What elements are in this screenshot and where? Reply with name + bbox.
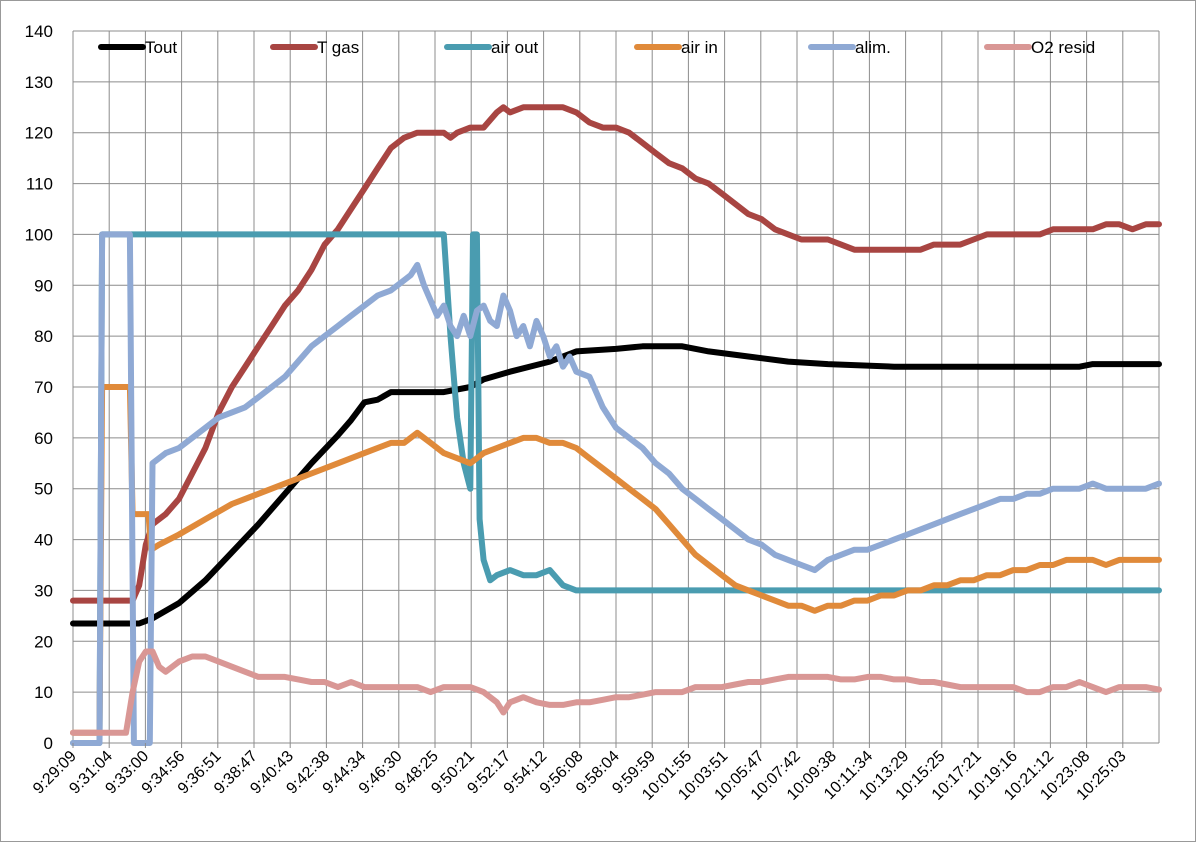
series-line-alim-: [70, 231, 1162, 746]
y-tick-label: 60: [34, 429, 53, 448]
y-tick-label: 140: [25, 22, 53, 41]
legend-label: T gas: [317, 38, 359, 57]
y-tick-label: 30: [34, 581, 53, 600]
legend: Tout T gas air out air in alim. O2 resid: [98, 38, 1095, 57]
series-line-air-out: [70, 231, 1162, 746]
y-tick-label: 70: [34, 378, 53, 397]
y-tick-label: 120: [25, 124, 53, 143]
y-tick-label: 100: [25, 225, 53, 244]
series-layer: [70, 104, 1162, 746]
y-tick-label: 90: [34, 276, 53, 295]
legend-label: Tout: [145, 38, 177, 57]
legend-label: alim.: [855, 38, 891, 57]
y-tick-label: 0: [44, 734, 53, 753]
y-tick-label: 80: [34, 327, 53, 346]
series-line-air-in: [70, 384, 1162, 736]
legend-label: air out: [491, 38, 539, 57]
y-tick-label: 40: [34, 531, 53, 550]
legend-label: air in: [681, 38, 718, 57]
y-tick-label: 10: [34, 683, 53, 702]
y-tick-label: 130: [25, 73, 53, 92]
y-tick-label: 20: [34, 632, 53, 651]
legend-label: O2 resid: [1031, 38, 1095, 57]
series-line-t-gas: [70, 104, 1162, 604]
y-tick-label: 50: [34, 480, 53, 499]
grid: [72, 30, 1160, 744]
x-axis: 9:29:099:31:049:33:009:34:569:36:519:38:…: [30, 743, 1130, 804]
series-line-o2-resid: [70, 648, 1162, 736]
y-axis: 0 10 20 30 40 50 60 70 80 90 100 110 120 130 140: [25, 22, 53, 753]
y-tick-label: 110: [26, 175, 53, 194]
